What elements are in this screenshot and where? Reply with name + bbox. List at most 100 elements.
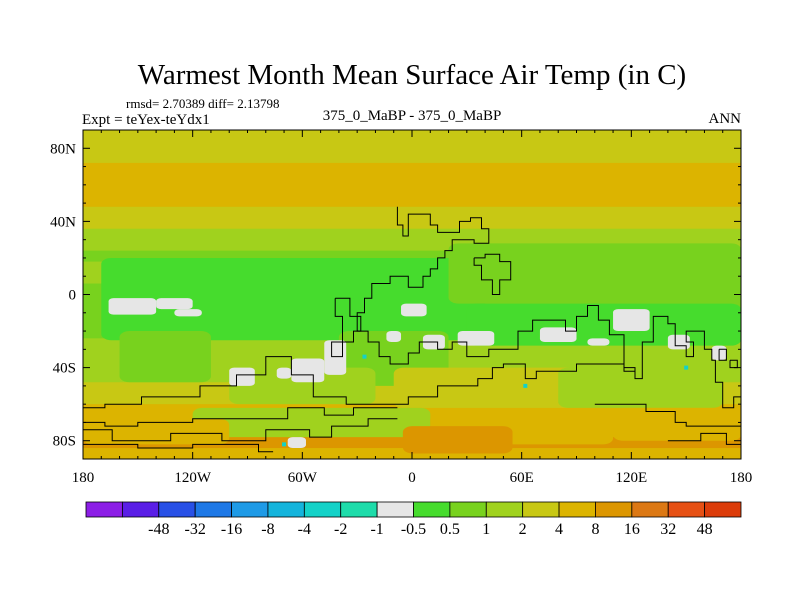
- x-tick-label: 120W: [174, 470, 212, 486]
- field-patch: [192, 407, 431, 438]
- field-patch: [402, 426, 513, 454]
- colorbar-swatch: [231, 501, 269, 518]
- colorbar-swatch: [85, 501, 123, 518]
- cold-spot: [523, 383, 528, 388]
- colorbar-swatch: [631, 501, 669, 518]
- near-zero-patch: [276, 367, 292, 379]
- y-tick-label: 40N: [50, 214, 76, 230]
- colorbar-swatch: [303, 501, 342, 518]
- lat-band: [83, 184, 741, 197]
- field-patch: [613, 407, 741, 441]
- coastline: [594, 403, 741, 427]
- near-zero-patch: [108, 298, 157, 315]
- coastline: [667, 432, 741, 445]
- near-zero-patch: [386, 331, 402, 343]
- lat-band: [83, 228, 741, 241]
- colorbar-label: -48: [148, 521, 169, 538]
- colorbar-swatch: [704, 501, 742, 518]
- colorbar-swatch: [376, 501, 414, 518]
- field-patch: [229, 367, 376, 405]
- y-tick-label: 80S: [53, 434, 76, 450]
- colorbar-label: 1: [482, 521, 490, 538]
- colorbar-label: 0.5: [440, 521, 460, 538]
- colorbar: -48 -32 -16 -8 -4 -2 -1 -0.5 0.5 1 2 4 8 16 32 48: [85, 501, 742, 538]
- experiment-label: Expt = teYex-teYdx1: [82, 112, 210, 128]
- y-tick-label: 80N: [50, 141, 76, 157]
- near-zero-patch: [229, 367, 255, 386]
- chart-title: Warmest Month Mean Surface Air Temp (in …: [138, 59, 686, 91]
- lat-band: [83, 217, 741, 230]
- colorbar-label: 2: [519, 521, 527, 538]
- field-patch: [83, 418, 230, 445]
- near-zero-patch: [457, 331, 495, 346]
- coastline: [83, 443, 274, 453]
- colorbar-label: -32: [185, 521, 206, 538]
- coastline: [83, 407, 398, 427]
- colorbar-swatch: [558, 501, 596, 518]
- lat-band: [83, 239, 741, 252]
- colorbar-label: -8: [261, 521, 274, 538]
- field-patch: [101, 257, 486, 341]
- colorbar-label: 48: [697, 521, 713, 538]
- lat-band: [83, 206, 741, 219]
- lat-band: [83, 250, 741, 263]
- period-label: 375_0_MaBP - 375_0_MaBP: [323, 108, 502, 124]
- near-zero-patch: [174, 309, 202, 317]
- axis-ticks: 180 120W 60W 0 60E 120E 180 80N 40N 0 40S 80S: [50, 130, 752, 486]
- stats-line: rmsd= 2.70389 diff= 2.13798: [126, 96, 279, 111]
- near-zero-patch: [291, 358, 325, 383]
- field-patch: [119, 331, 211, 383]
- x-tick-label: 0: [408, 470, 416, 486]
- x-tick-label: 180: [730, 470, 753, 486]
- colorbar-swatch: [267, 501, 305, 518]
- x-tick-label: 120E: [615, 470, 647, 486]
- coastline: [473, 253, 512, 295]
- colorbar-label: -0.5: [401, 521, 426, 538]
- cold-spot: [362, 354, 367, 359]
- x-tick-label: 60W: [288, 470, 318, 486]
- colorbar-swatch: [340, 501, 378, 518]
- lat-band: [83, 195, 741, 208]
- coastlines: [83, 206, 741, 453]
- colorbar-swatch: [121, 501, 160, 518]
- colorbar-swatch: [667, 501, 706, 518]
- x-tick-label: 60E: [510, 470, 534, 486]
- lat-band: [83, 140, 741, 153]
- cold-spot: [282, 442, 287, 447]
- colorbar-label: 16: [624, 521, 640, 538]
- season-label: ANN: [709, 111, 742, 127]
- near-zero-patch: [156, 298, 193, 310]
- colorbar-swatch: [413, 501, 451, 518]
- near-zero-patch: [287, 437, 306, 449]
- lat-band: [83, 173, 741, 186]
- coastline: [356, 206, 741, 409]
- cold-spot: [684, 365, 689, 370]
- map-field: [83, 130, 741, 459]
- lat-band: [83, 151, 741, 164]
- colorbar-label: 32: [660, 521, 676, 538]
- x-tick-label: 180: [72, 470, 95, 486]
- colorbar-label: -1: [370, 521, 383, 538]
- colorbar-swatch: [194, 501, 232, 518]
- colorbar-swatch: [449, 501, 487, 518]
- y-tick-label: 0: [69, 288, 77, 304]
- near-zero-patch: [401, 303, 427, 317]
- lat-band: [83, 162, 741, 175]
- coastline: [83, 356, 635, 409]
- colorbar-swatch: [522, 501, 560, 518]
- colorbar-swatch: [595, 501, 633, 518]
- field-patch: [558, 367, 723, 408]
- near-zero-patch: [324, 340, 347, 375]
- near-zero-patch: [539, 327, 577, 343]
- field-patch: [393, 367, 577, 408]
- colorbar-label: -16: [221, 521, 242, 538]
- y-tick-label: 40S: [53, 361, 76, 377]
- coastline: [718, 348, 727, 361]
- colorbar-swatch: [485, 501, 524, 518]
- coastline: [83, 418, 398, 442]
- colorbar-label: -2: [334, 521, 347, 538]
- field-patch: [448, 243, 741, 304]
- colorbar-label: 8: [591, 521, 599, 538]
- coastline: [331, 297, 362, 358]
